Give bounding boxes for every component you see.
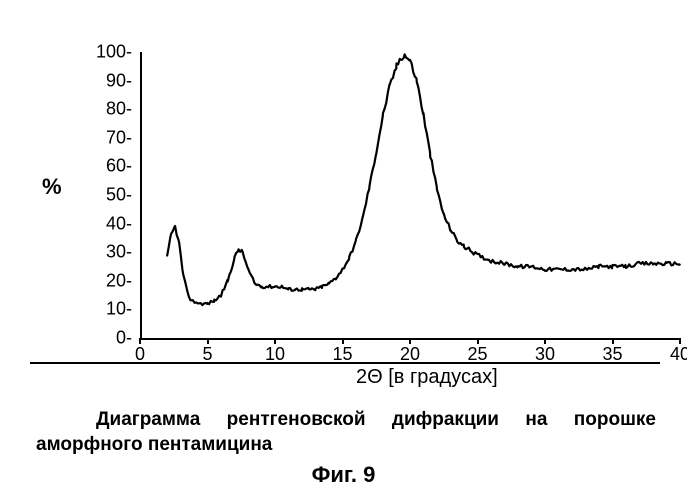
caption-text-1: Диаграмма рентгеновской дифракции на пор… bbox=[96, 409, 656, 430]
chart-outer-frame: % 0-10-20-30-40-50-60-70-80-90-100- 0510… bbox=[30, 22, 660, 364]
x-axis-label: 2Θ [в градусах] bbox=[356, 366, 498, 389]
figure-number: Фиг. 9 bbox=[0, 462, 687, 488]
xrd-curve bbox=[30, 22, 687, 348]
diffraction-line bbox=[167, 54, 680, 305]
caption-text-2: аморфного пентамицина bbox=[36, 434, 272, 455]
figure-caption: Диаграмма рентгеновской дифракции на пор… bbox=[36, 408, 656, 457]
figure-container: % 0-10-20-30-40-50-60-70-80-90-100- 0510… bbox=[0, 0, 687, 500]
